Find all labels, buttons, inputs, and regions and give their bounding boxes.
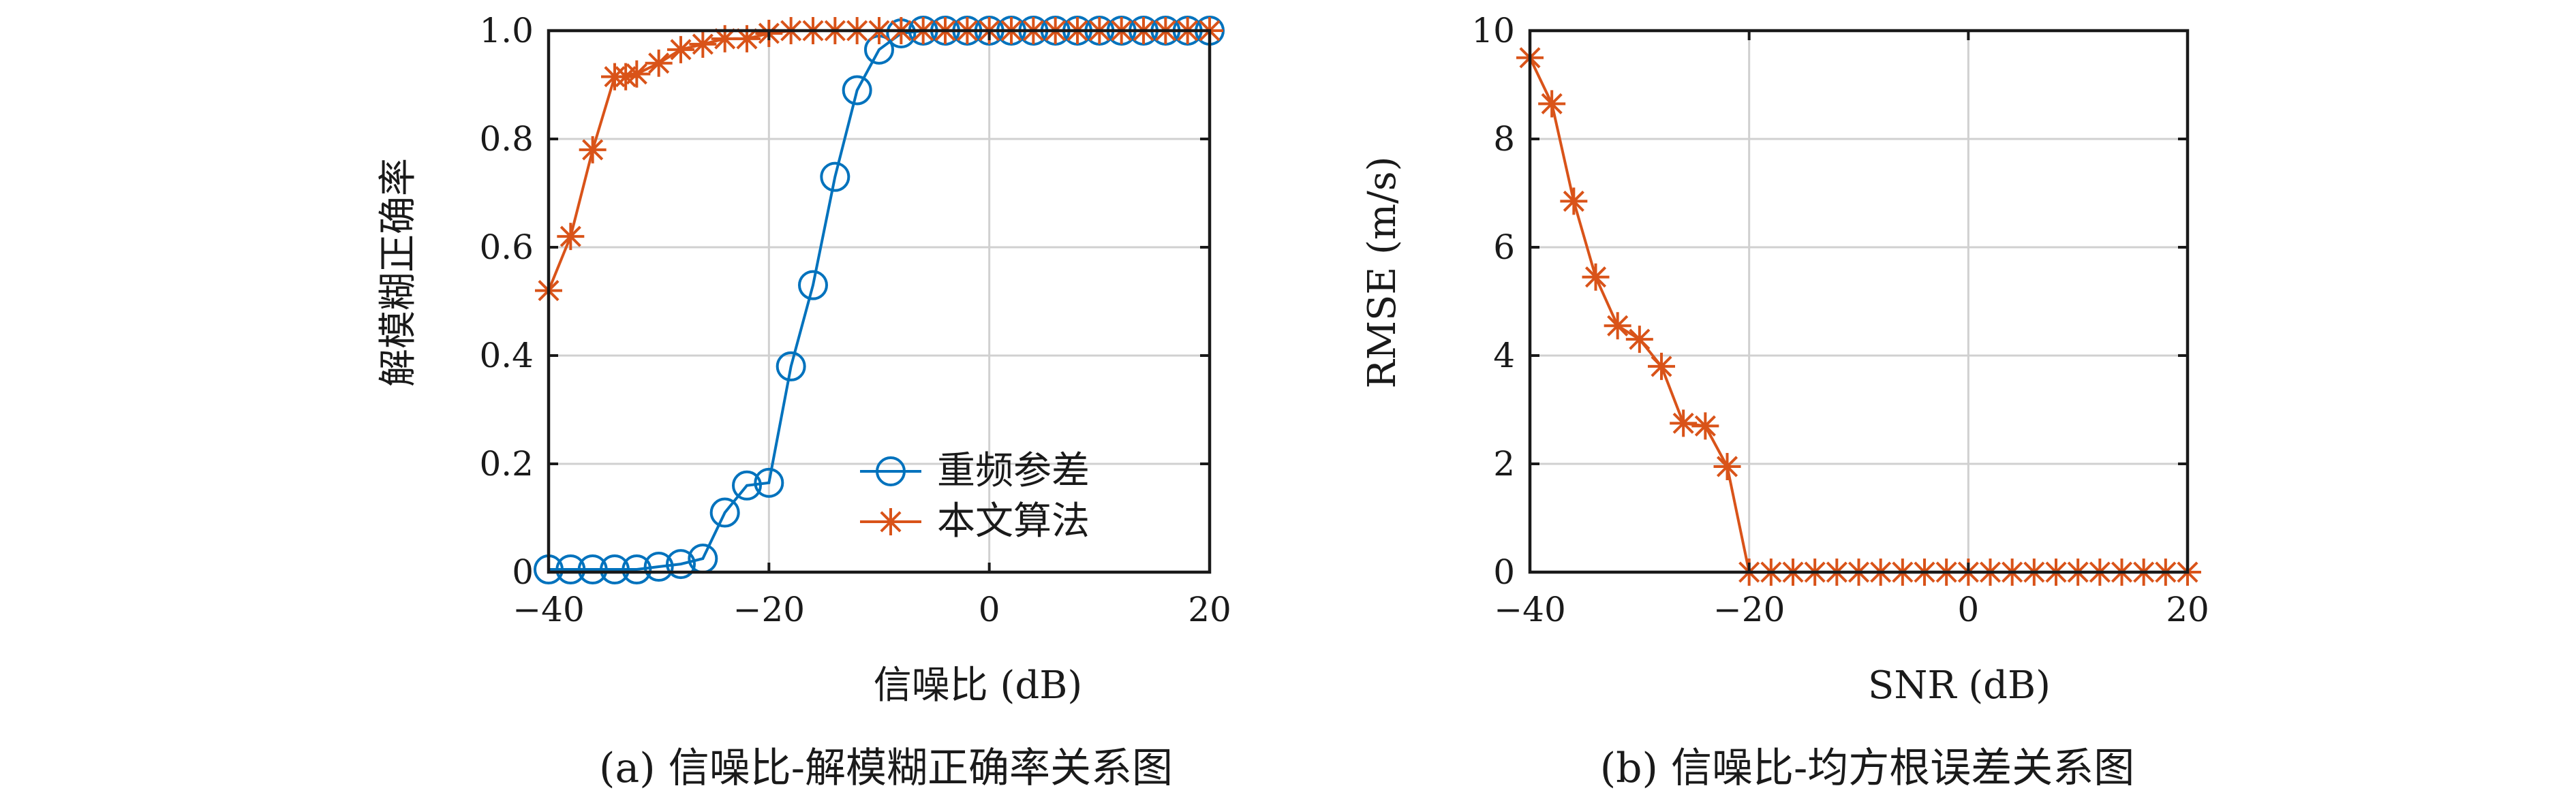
data-point (842, 75, 872, 106)
data-point (643, 552, 674, 582)
legend-label-series-1: 重频参差 (937, 449, 1090, 493)
x-tick-label: −40 (1494, 590, 1566, 629)
x-axis-label-b: SNR (dB) (1868, 663, 2051, 708)
data-point (1648, 352, 1675, 380)
plot-frame-a (547, 29, 1212, 574)
data-point (1691, 412, 1719, 440)
legend-key-series-1 (860, 456, 921, 486)
data-point (776, 351, 806, 381)
x-axis-label-a: 信噪比 (dB) (874, 663, 1083, 708)
data-point (577, 554, 608, 585)
data-point (1670, 409, 1698, 437)
series-line (549, 29, 1210, 571)
legend-a: 重频参差 本文算法 (860, 449, 1090, 544)
y-tick-label: 0.6 (479, 227, 534, 267)
gridlines-b (1529, 29, 2189, 574)
y-tick-label: 0.2 (479, 444, 534, 484)
y-tick-label: 0 (512, 552, 534, 592)
data-point (623, 60, 651, 88)
series-2 (535, 17, 1223, 304)
x-tick-label: −20 (1713, 590, 1785, 629)
data-point (667, 35, 694, 63)
legend-key-series-2 (860, 508, 921, 535)
data-point (732, 470, 762, 501)
y-tick-label: 0 (1493, 552, 1515, 592)
y-tick-label: 8 (1493, 119, 1515, 159)
data-point (733, 25, 761, 52)
data-point (1560, 187, 1588, 215)
y-tick-label: 6 (1493, 227, 1515, 267)
data-point (711, 25, 739, 52)
series-line (1529, 57, 2188, 574)
x-tick-label: 20 (2166, 590, 2209, 629)
y-tick-label: 0.4 (479, 336, 534, 375)
data-point (798, 270, 828, 300)
x-tick-label: 0 (1957, 590, 1979, 629)
ticks-a: −40 −20 0 20 0 0.2 0.4 0.6 0.8 1.0 (479, 11, 1231, 629)
data-point (622, 554, 652, 585)
data-point (1582, 263, 1610, 291)
ticks-b: −40 −20 0 20 0 2 4 6 8 10 (1471, 11, 2209, 629)
series-1 (534, 16, 1225, 585)
data-point (754, 467, 784, 498)
x-tick-label: −20 (733, 590, 806, 629)
x-tick-label: −40 (512, 590, 585, 629)
data-point (709, 497, 740, 528)
data-point (1713, 452, 1741, 480)
data-point (612, 63, 640, 91)
chart-panel-a: −40 −20 0 20 0 0.2 0.4 0.6 0.8 1.0 信噪比 (dB) 解模糊正确… (376, 11, 1231, 792)
data-point (1538, 90, 1566, 118)
y-tick-label: 1.0 (479, 11, 534, 50)
data-point (1604, 312, 1631, 340)
plot-frame-b (1528, 29, 2190, 574)
data-point (645, 49, 673, 77)
y-axis-label-b: RMSE (m/s) (1360, 157, 1405, 389)
series-layer-a (534, 16, 1225, 585)
y-tick-label: 0.8 (479, 119, 534, 159)
caption-b: (b) 信噪比-均方根误差关系图 (1600, 744, 2135, 792)
series-layer-b (1516, 44, 2201, 586)
y-tick-label: 2 (1493, 444, 1515, 484)
data-point (689, 30, 717, 58)
series-line (547, 29, 1210, 292)
legend-marker (876, 456, 906, 486)
series-1 (1516, 44, 2201, 586)
data-point (555, 554, 586, 585)
y-tick-label: 4 (1493, 336, 1515, 375)
legend-label-series-2: 本文算法 (937, 499, 1090, 544)
chart-panel-b: −40 −20 0 20 0 2 4 6 8 10 SNR (dB) RMSE (m/s) (b)… (1360, 11, 2209, 792)
caption-a: (a) 信噪比-解模糊正确率关系图 (599, 744, 1173, 792)
gridlines-a (547, 29, 1211, 574)
data-point (666, 549, 696, 580)
data-point (600, 554, 630, 585)
x-tick-label: 0 (979, 590, 1000, 629)
data-point (820, 161, 850, 192)
data-point (557, 223, 585, 251)
data-point (579, 136, 607, 163)
y-tick-label: 10 (1471, 11, 1515, 50)
data-point (1625, 326, 1653, 354)
y-axis-label-a: 解模糊正确率 (376, 158, 420, 387)
legend-marker (877, 508, 904, 535)
x-tick-label: 20 (1188, 590, 1231, 629)
